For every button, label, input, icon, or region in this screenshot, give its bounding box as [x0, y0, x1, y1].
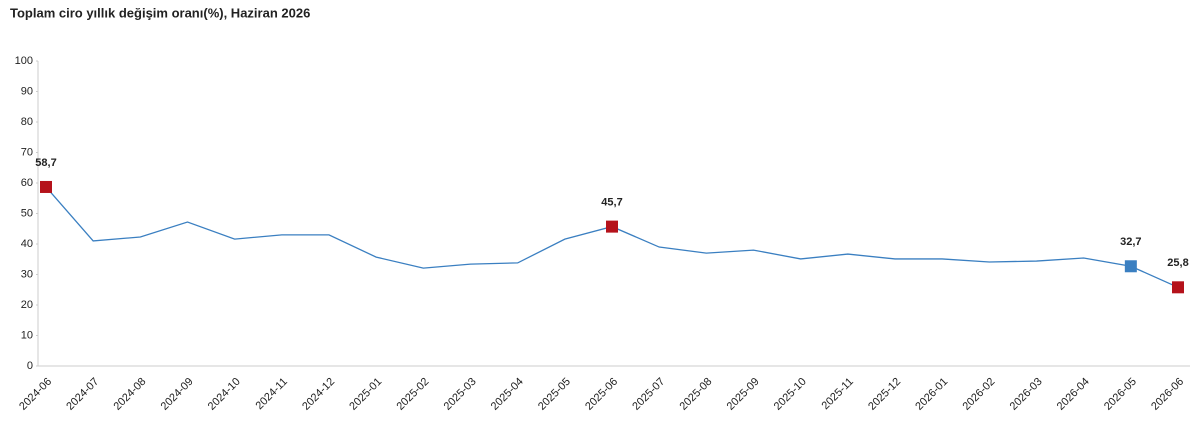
x-tick-label: 2025-03 [442, 376, 479, 413]
x-tick-label: 2025-08 [677, 376, 714, 413]
x-tick-label: 2025-10 [772, 376, 809, 413]
x-tick-label: 2026-02 [960, 376, 997, 413]
data-label: 45,7 [601, 197, 622, 209]
x-tick-label: 2025-01 [347, 376, 384, 413]
point-marker [1124, 260, 1137, 273]
y-tick-label: 90 [21, 85, 33, 97]
y-tick-label: 100 [15, 55, 33, 67]
x-tick-label: 2024-12 [300, 376, 337, 413]
x-tick-label: 2024-10 [206, 376, 243, 413]
x-tick-label: 2025-05 [536, 376, 573, 413]
y-tick-label: 60 [21, 177, 33, 189]
x-tick-label: 2025-04 [489, 376, 526, 413]
x-tick-label: 2026-06 [1149, 376, 1186, 413]
x-tick-label: 2025-12 [866, 376, 903, 413]
y-tick-label: 70 [21, 146, 33, 158]
y-tick-label: 80 [21, 116, 33, 128]
x-tick-label: 2025-07 [630, 376, 667, 413]
y-tick-label: 10 [21, 329, 33, 341]
y-tick-label: 50 [21, 207, 33, 219]
x-tick-label: 2026-03 [1008, 376, 1045, 413]
y-tick-label: 30 [21, 268, 33, 280]
x-tick-label: 2026-05 [1102, 376, 1139, 413]
x-tick-label: 2025-11 [820, 376, 856, 412]
x-tick-label: 2024-07 [64, 376, 101, 413]
data-label: 32,7 [1120, 236, 1141, 248]
data-label: 25,8 [1167, 257, 1188, 269]
x-tick-label: 2025-06 [583, 376, 620, 413]
x-tick-label: 2026-01 [913, 376, 950, 413]
y-tick-label: 0 [27, 360, 33, 372]
point-marker [40, 180, 52, 193]
x-tick-label: 2024-08 [111, 376, 148, 413]
x-tick-label: 2024-06 [17, 376, 54, 413]
x-tick-label: 2025-02 [394, 376, 431, 413]
x-tick-label: 2026-04 [1055, 376, 1092, 413]
y-tick-label: 20 [21, 299, 33, 311]
y-tick-label: 40 [21, 238, 33, 250]
x-tick-label: 2024-11 [254, 376, 290, 412]
point-marker [1172, 281, 1184, 294]
data-label: 58,7 [35, 157, 56, 169]
x-tick-label: 2025-09 [725, 376, 762, 413]
chart-title: Toplam ciro yıllık değişim oranı(%), Haz… [10, 5, 310, 20]
x-tick-label: 2024-09 [159, 376, 196, 413]
point-marker [606, 220, 618, 233]
